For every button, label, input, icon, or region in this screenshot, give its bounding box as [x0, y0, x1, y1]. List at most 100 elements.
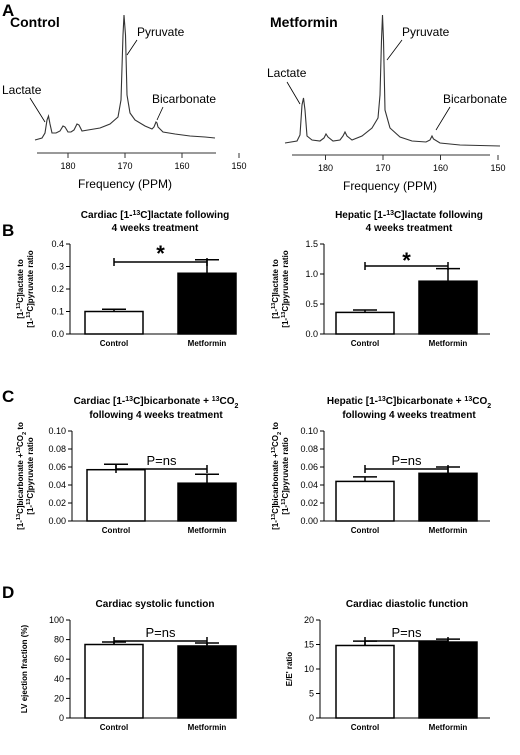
category-label: Control [102, 526, 130, 535]
y-tick-label: 0.1 [51, 307, 64, 317]
chart-title: Cardiac [1-13C]bicarbonate + 13CO2 [74, 396, 239, 410]
x-axis-label: Frequency (PPM) [343, 179, 437, 193]
y-tick-label: 0.06 [48, 462, 66, 472]
y-tick-label: 0.02 [300, 498, 318, 508]
peak-label-bicarbonate: Bicarbonate [443, 92, 507, 106]
spectrum-trace [284, 14, 501, 147]
spectrum-title: Control [10, 14, 60, 30]
chart-title: Hepatic [1-13C]bicarbonate + 13CO2 [327, 396, 491, 410]
y-tick-label: 0.00 [48, 516, 66, 526]
peak-pointer-pyruvate [386, 39, 403, 61]
y-tick-label: 15 [304, 640, 314, 650]
x-tick-label: 150 [231, 161, 246, 171]
spectrum-trace [34, 14, 216, 141]
peak-pointer-bicarbonate [435, 106, 451, 131]
category-label: Metformin [188, 526, 227, 535]
y-tick-label: 5 [309, 689, 314, 699]
bar-metformin [177, 272, 237, 335]
peak-pointer-lactate [286, 81, 301, 105]
chart-title: following 4 weeks treatment [89, 410, 223, 421]
panel-letter-a: A [2, 1, 14, 20]
x-tick-label: 180 [60, 161, 75, 171]
y-axis-label: [1-13C]lactate to [16, 259, 25, 319]
y-axis-label: LV ejection fraction (%) [20, 625, 29, 714]
x-axis-label: Frequency (PPM) [78, 177, 172, 191]
spectrum-title: Metformin [270, 14, 338, 30]
significance-label: P=ns [392, 453, 422, 468]
chart-cardiac-diastolic: Cardiac diastolic function E/E' ratio 0 5 10… [285, 599, 490, 732]
peak-pointer-bicarbonate [156, 106, 164, 121]
y-tick-label: 60 [54, 654, 64, 664]
y-tick-label: 0.3 [51, 262, 64, 272]
y-tick-label: 1.0 [305, 269, 318, 279]
panel-letter-b: B [2, 221, 14, 240]
bar-metformin [177, 645, 237, 719]
category-label: Control [100, 339, 128, 348]
y-tick-label: 0.02 [48, 498, 66, 508]
y-axis-label: [1-13C]pyruvate ratio [281, 250, 290, 327]
y-tick-label: 0.5 [305, 299, 318, 309]
y-tick-label: 0.08 [300, 444, 318, 454]
peak-label-bicarbonate: Bicarbonate [152, 92, 216, 106]
category-label: Control [351, 723, 379, 732]
significance-label: P=ns [147, 453, 177, 468]
significance-label: P=ns [392, 625, 422, 640]
y-axis-label: [1-13C]bicarbonate +13CO2 to [271, 422, 283, 530]
y-axis-label: [1-13C]pyruvate ratio [281, 437, 290, 514]
y-tick-label: 80 [54, 635, 64, 645]
y-tick-label: 0.04 [48, 480, 66, 490]
spectrum-control: Control Lactate Pyruvate Bicarbonate 180… [2, 14, 247, 191]
chart-title: Cardiac [1-13C]lactate following [81, 210, 229, 222]
y-tick-label: 20 [304, 615, 314, 625]
y-tick-label: 10 [304, 664, 314, 674]
bar-control [335, 644, 395, 719]
x-tick-label: 180 [318, 163, 333, 173]
bar-control [335, 311, 395, 335]
y-tick-label: 0.10 [48, 426, 66, 436]
bar-metformin [177, 482, 237, 522]
category-label: Control [100, 723, 128, 732]
panel-letter-d: D [2, 583, 14, 602]
chart-cardiac-systolic: Cardiac systolic function LV ejection fra… [20, 599, 237, 732]
y-tick-label: 0 [59, 713, 64, 723]
peak-pointer-lactate [29, 97, 46, 123]
x-tick-label: 160 [174, 161, 189, 171]
chart-hepatic-bicarbonate: Hepatic [1-13C]bicarbonate + 13CO2follow… [271, 396, 491, 536]
chart-title: 4 weeks treatment [112, 223, 199, 234]
y-tick-label: 0.4 [51, 239, 64, 249]
chart-cardiac-bicarbonate: Cardiac [1-13C]bicarbonate + 13CO2follow… [16, 396, 239, 536]
x-tick-label: 170 [375, 163, 390, 173]
chart-title: 4 weeks treatment [366, 223, 453, 234]
y-tick-label: 0.10 [300, 426, 318, 436]
chart-title: following 4 weeks treatment [342, 410, 476, 421]
category-label: Metformin [429, 339, 468, 348]
y-axis-label: [1-13C]pyruvate ratio [26, 437, 35, 514]
significance-label: * [402, 248, 411, 273]
x-tick-label: 170 [117, 161, 132, 171]
y-tick-label: 40 [54, 674, 64, 684]
x-tick-label: 150 [490, 163, 505, 173]
y-tick-label: 0.2 [51, 284, 64, 294]
bar-metformin [418, 472, 478, 522]
significance-label: * [156, 241, 165, 266]
y-tick-label: 1.5 [305, 239, 318, 249]
category-label: Control [351, 339, 379, 348]
bar-control [84, 310, 144, 335]
category-label: Metformin [188, 723, 227, 732]
y-tick-label: 0.06 [300, 462, 318, 472]
bar-metformin [418, 641, 478, 719]
bar-control [84, 643, 144, 719]
y-axis-label: [1-13C]lactate to [271, 259, 280, 319]
category-label: Metformin [429, 526, 468, 535]
peak-label-lactate: Lactate [267, 66, 307, 80]
chart-title: Cardiac systolic function [96, 599, 215, 610]
category-label: Control [351, 526, 379, 535]
y-tick-label: 0.04 [300, 480, 318, 490]
y-tick-label: 0.08 [48, 444, 66, 454]
category-label: Metformin [429, 723, 468, 732]
peak-label-pyruvate: Pyruvate [402, 25, 450, 39]
panel-letter-c: C [2, 387, 14, 406]
